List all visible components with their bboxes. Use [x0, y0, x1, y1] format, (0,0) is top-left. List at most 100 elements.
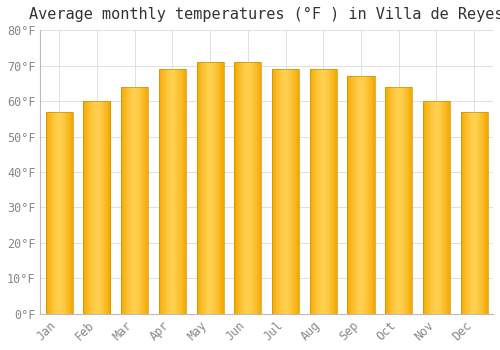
Bar [172, 69, 173, 314]
Bar [368, 76, 369, 314]
Bar [199, 62, 200, 314]
Bar [243, 62, 244, 314]
Bar [296, 69, 297, 314]
Bar [357, 76, 358, 314]
Bar [248, 62, 249, 314]
Bar [221, 62, 222, 314]
Bar [286, 69, 287, 314]
Bar [175, 69, 176, 314]
Bar [442, 101, 444, 314]
Bar [234, 62, 235, 314]
Bar [328, 69, 329, 314]
Bar [316, 69, 317, 314]
Bar [295, 69, 296, 314]
Bar [213, 62, 214, 314]
Bar [435, 101, 436, 314]
Bar [210, 62, 211, 314]
Bar [349, 76, 350, 314]
Bar [174, 69, 175, 314]
Bar [364, 76, 365, 314]
Bar [234, 62, 262, 314]
Bar [369, 76, 370, 314]
Bar [471, 112, 472, 314]
Bar [409, 87, 410, 314]
Bar [46, 112, 47, 314]
Bar [86, 101, 87, 314]
Bar [91, 101, 92, 314]
Bar [472, 112, 473, 314]
Bar [405, 87, 406, 314]
Bar [84, 101, 86, 314]
Bar [47, 112, 48, 314]
Bar [354, 76, 355, 314]
Bar [247, 62, 248, 314]
Bar [242, 62, 243, 314]
Bar [468, 112, 469, 314]
Bar [276, 69, 278, 314]
Bar [61, 112, 62, 314]
Bar [63, 112, 64, 314]
Bar [360, 76, 361, 314]
Bar [93, 101, 94, 314]
Bar [478, 112, 479, 314]
Bar [105, 101, 106, 314]
Bar [98, 101, 99, 314]
Bar [251, 62, 252, 314]
Bar [245, 62, 246, 314]
Bar [324, 69, 326, 314]
Bar [165, 69, 166, 314]
Bar [147, 87, 148, 314]
Bar [475, 112, 476, 314]
Bar [423, 101, 424, 314]
Bar [486, 112, 487, 314]
Bar [222, 62, 223, 314]
Bar [208, 62, 210, 314]
Bar [370, 76, 372, 314]
Bar [220, 62, 221, 314]
Bar [58, 112, 59, 314]
Bar [51, 112, 52, 314]
Bar [101, 101, 102, 314]
Bar [312, 69, 313, 314]
Bar [390, 87, 392, 314]
Bar [260, 62, 262, 314]
Bar [216, 62, 217, 314]
Bar [179, 69, 180, 314]
Bar [476, 112, 477, 314]
Bar [401, 87, 402, 314]
Bar [310, 69, 337, 314]
Bar [121, 87, 122, 314]
Bar [385, 87, 412, 314]
Bar [387, 87, 388, 314]
Bar [163, 69, 164, 314]
Bar [49, 112, 50, 314]
Bar [54, 112, 55, 314]
Bar [68, 112, 69, 314]
Bar [276, 69, 277, 314]
Bar [246, 62, 247, 314]
Bar [144, 87, 145, 314]
Bar [330, 69, 331, 314]
Bar [208, 62, 209, 314]
Bar [274, 69, 275, 314]
Bar [396, 87, 398, 314]
Bar [466, 112, 468, 314]
Bar [212, 62, 213, 314]
Bar [138, 87, 139, 314]
Bar [176, 69, 177, 314]
Bar [322, 69, 324, 314]
Bar [278, 69, 279, 314]
Bar [366, 76, 367, 314]
Bar [485, 112, 486, 314]
Bar [204, 62, 206, 314]
Bar [46, 112, 73, 314]
Bar [130, 87, 132, 314]
Bar [103, 101, 104, 314]
Bar [479, 112, 480, 314]
Bar [218, 62, 219, 314]
Bar [350, 76, 351, 314]
Bar [136, 87, 138, 314]
Bar [353, 76, 354, 314]
Bar [202, 62, 203, 314]
Bar [272, 69, 274, 314]
